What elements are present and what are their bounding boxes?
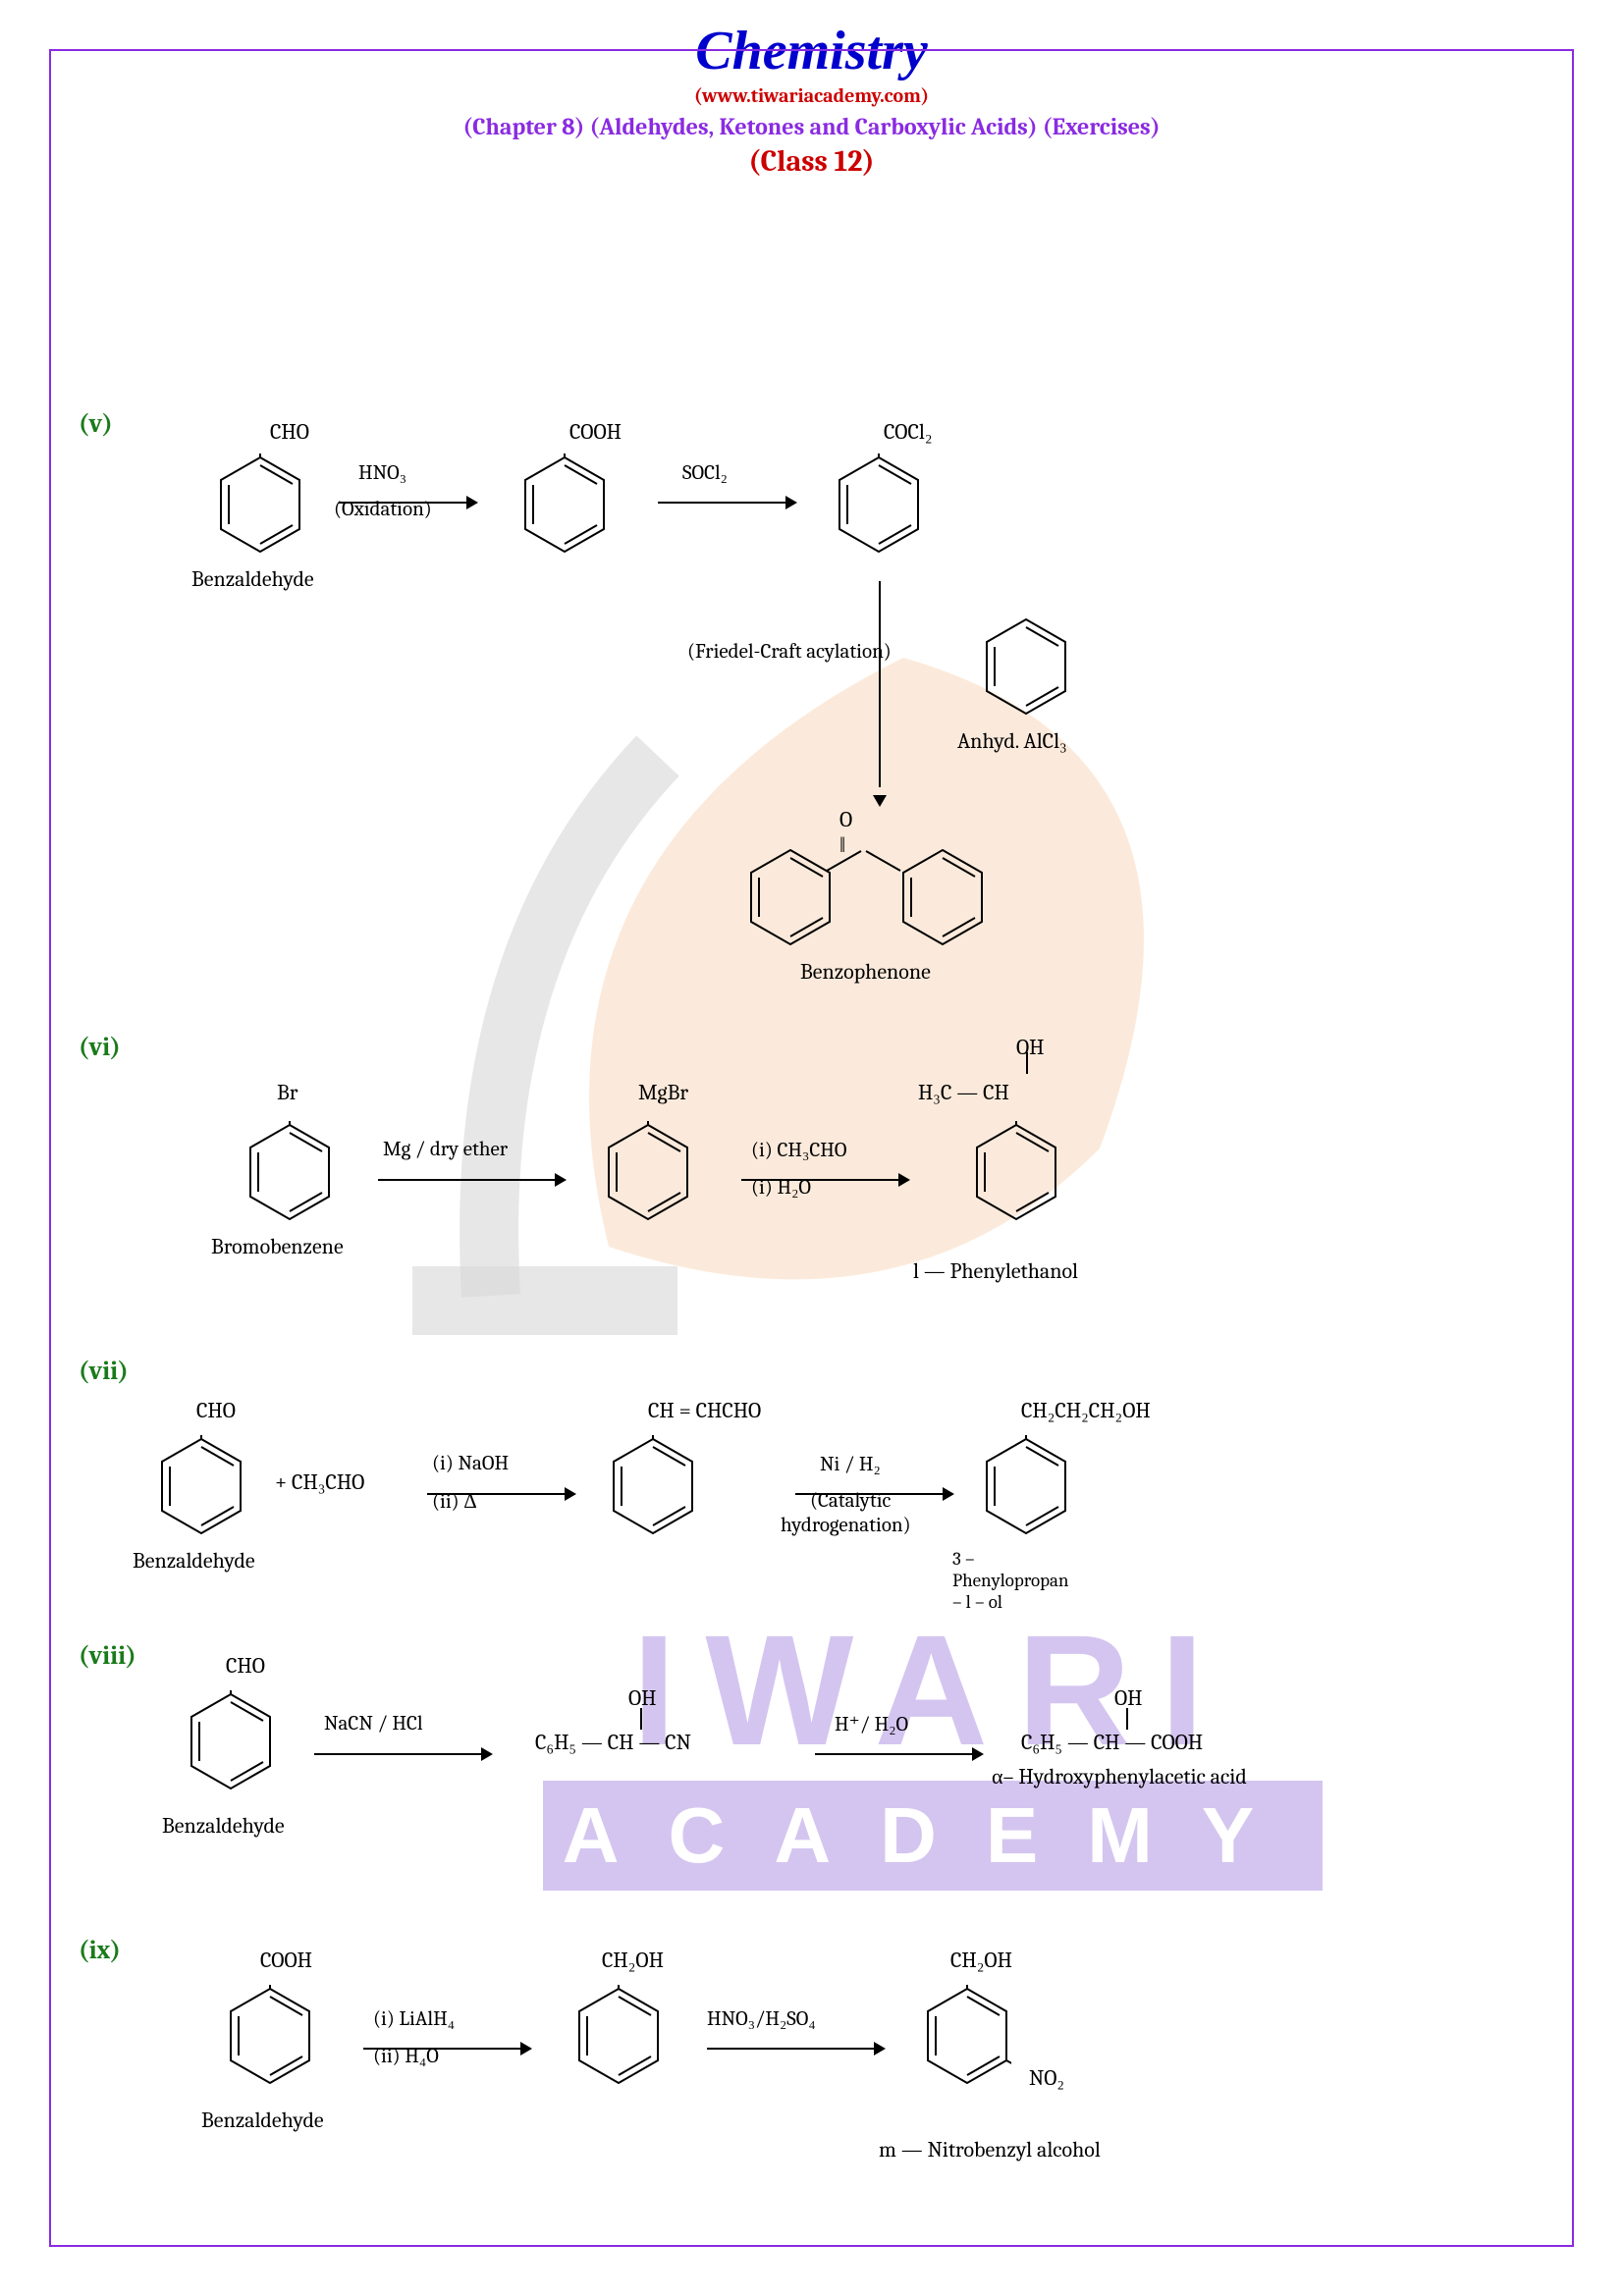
vii-arrow-1: (i) NaOH (ii) Δ	[427, 1479, 576, 1505]
vi-arrow-2: (i) CH₃CHO (i) H₂O	[741, 1165, 910, 1191]
vii-product: CH₂CH₂CH₂OH 3 – Phenylopropan – l – ol	[982, 1435, 1070, 1543]
vi-bromobenzene: Br Bromobenzene	[245, 1121, 334, 1229]
q-num-viii: (viii)	[79, 1641, 136, 1671]
ix-start: COOH Benzaldehyde	[226, 1985, 314, 2093]
viii-arrow-1: NaCN / HCl	[314, 1739, 493, 1765]
v-benzoyl-chloride: COCl₂	[835, 454, 923, 561]
ix-benzyl-alcohol: CH₂OH	[574, 1985, 663, 2093]
viii-benzaldehyde: CHO Benzaldehyde	[187, 1690, 275, 1798]
v-benzaldehyde: CHO Benzaldehyde	[216, 454, 304, 561]
viii-arrow-2: H⁺/ H₂O	[815, 1739, 984, 1765]
viii-product: OH C₆H₅ — CH — COOH α– Hydroxyphenylacet…	[1021, 1730, 1203, 1755]
vi-arrow-1: Mg / dry ether	[378, 1165, 567, 1191]
q-num-ix: (ix)	[79, 1936, 121, 1965]
v-benzoic-acid: COOH	[520, 454, 609, 561]
ix-product: CH₂OH NO₂ m — Nitrobenzyl alcohol	[923, 1985, 1011, 2093]
v-arrow-1: HNO₃ (Oxidation)	[339, 488, 478, 513]
q-num-vi: (vi)	[79, 1033, 121, 1062]
content-area: (v) CHO Benzaldehyde HNO₃ (Oxidation) CO…	[0, 179, 1623, 218]
vi-grignard: MgBr	[604, 1121, 692, 1229]
vii-benzaldehyde: CHO Benzaldehyde	[157, 1435, 245, 1543]
viii-cyanohydrin: OH C₆H₅ — CH — CN	[535, 1730, 691, 1755]
vii-arrow-2: Ni / H₂ (Catalytic hydrogenation)	[795, 1479, 954, 1505]
q-num-v: (v)	[79, 409, 113, 439]
ix-arrow-2: HNO₃/H₂SO₄	[707, 2034, 886, 2059]
ix-arrow-1: (i) LiAlH₄ (ii) H₄O	[363, 2034, 532, 2059]
vii-plus: + CH₃CHO	[275, 1469, 364, 1495]
v-benzophenone: O ‖ Benzophenone	[746, 846, 835, 954]
v-arrow-3: (Friedel-Craft acylation)	[879, 581, 887, 813]
v-benzene-reagent: Anhyd. AlCl₃	[982, 615, 1070, 723]
q-num-vii: (vii)	[79, 1357, 129, 1386]
vii-cinnam: CH = CHCHO	[609, 1435, 697, 1543]
vi-phenylethanol: OH H₃C — CH l — Phenylethanol	[972, 1121, 1060, 1229]
v-arrow-2: SOCl₂	[658, 488, 797, 513]
